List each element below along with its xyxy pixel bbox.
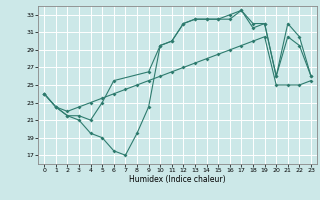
X-axis label: Humidex (Indice chaleur): Humidex (Indice chaleur) xyxy=(129,175,226,184)
